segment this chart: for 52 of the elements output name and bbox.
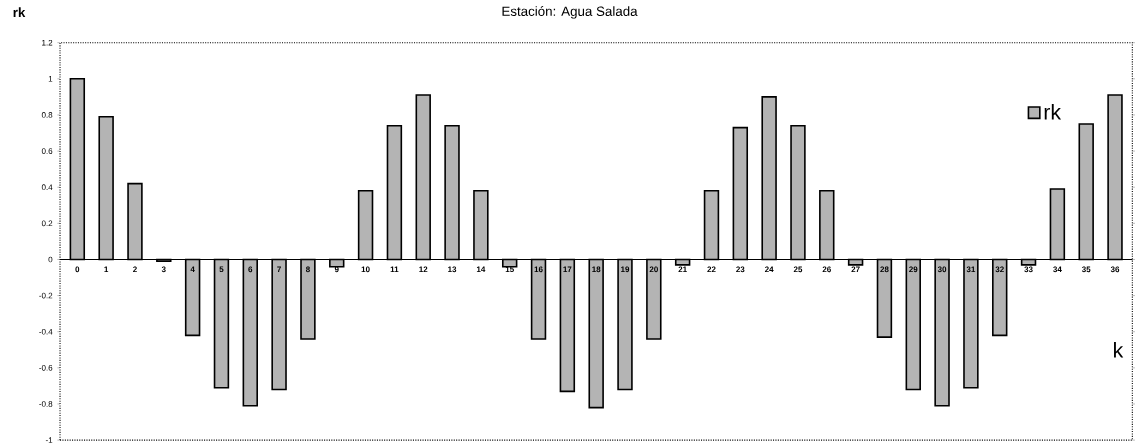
y-tick-label: 0.4 [41, 184, 53, 190]
x-tick-label: 12 [419, 266, 428, 272]
y-tick-label: -1 [45, 437, 53, 443]
x-tick-label: 8 [305, 266, 310, 272]
x-tick-label: 4 [190, 266, 195, 272]
x-tick-label: 1 [104, 266, 109, 272]
x-tick-label: 21 [678, 266, 687, 272]
y-tick-label: -0.2 [39, 292, 53, 299]
x-tick-label: 11 [390, 266, 399, 272]
y-tick-label: -0.4 [39, 328, 53, 335]
y-tick-label: -0.8 [39, 401, 53, 407]
x-tick-label: 33 [1024, 266, 1033, 272]
x-tick-label: 35 [1081, 266, 1091, 272]
x-tick-label: 22 [707, 266, 716, 272]
x-tick-label: 9 [334, 266, 339, 272]
x-tick-label: 10 [361, 266, 370, 272]
x-tick-label: 24 [764, 266, 774, 272]
x-tick-label: 3 [161, 266, 166, 272]
x-axis-title: k [1114, 341, 1124, 358]
x-tick-label: 2 [133, 266, 137, 272]
y-tick-label: 0.6 [41, 148, 53, 154]
x-tick-label: 25 [793, 266, 803, 272]
x-tick-label: 26 [822, 266, 831, 272]
x-tick-label: 0 [75, 266, 80, 272]
x-tick-label: 6 [248, 266, 253, 272]
x-tick-label: 14 [476, 266, 486, 272]
x-tick-label: 32 [995, 266, 1004, 272]
x-tick-label: 18 [592, 266, 601, 272]
x-tick-label: 20 [649, 266, 658, 272]
x-tick-label: 19 [621, 266, 630, 272]
x-tick-label: 36 [1110, 266, 1120, 272]
x-tick-label: 5 [219, 266, 224, 272]
x-tick-label: 30 [937, 266, 947, 272]
x-tick-label: 17 [563, 266, 572, 272]
y-tick-label: 0.2 [41, 220, 53, 227]
legend-label: rk [1044, 103, 1062, 120]
y-tick-label: -0.6 [39, 364, 53, 371]
x-tick-label: 7 [277, 266, 281, 272]
x-tick-label: 16 [534, 266, 543, 272]
chart-title: Estación: Agua Salada [502, 5, 638, 19]
x-tick-label: 13 [448, 266, 457, 272]
x-tick-label: 34 [1053, 266, 1062, 272]
y-tick-label: 1.2 [42, 39, 53, 46]
x-tick-label: 27 [851, 266, 860, 272]
x-tick-label: 31 [966, 266, 976, 272]
y-tick-label: 1 [48, 75, 53, 82]
x-tick-label: 28 [880, 266, 889, 272]
y-axis-title: rk [13, 7, 26, 17]
y-tick-label: 0 [48, 256, 53, 263]
x-tick-label: 29 [909, 266, 918, 272]
y-tick-label: 0.8 [41, 111, 53, 118]
x-tick-label: 23 [736, 266, 745, 272]
